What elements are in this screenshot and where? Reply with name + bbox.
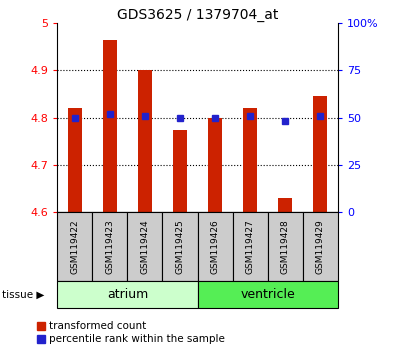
Text: GSM119425: GSM119425 [175, 219, 184, 274]
Text: GSM119428: GSM119428 [280, 219, 290, 274]
Bar [303, 212, 338, 281]
Text: GSM119422: GSM119422 [70, 219, 79, 274]
Bar [57, 212, 92, 281]
Bar [173, 130, 187, 212]
Bar [57, 281, 198, 308]
Text: GSM119426: GSM119426 [211, 219, 220, 274]
Legend: transformed count, percentile rank within the sample: transformed count, percentile rank withi… [37, 321, 225, 344]
Bar [68, 108, 82, 212]
Text: GDS3625 / 1379704_at: GDS3625 / 1379704_at [117, 8, 278, 22]
Bar [162, 212, 198, 281]
Bar [198, 212, 233, 281]
Bar [103, 40, 117, 212]
Bar [198, 281, 338, 308]
Bar [233, 212, 267, 281]
Bar [92, 212, 127, 281]
Bar [208, 118, 222, 212]
Text: tissue ▶: tissue ▶ [2, 290, 44, 300]
Text: GSM119427: GSM119427 [246, 219, 255, 274]
Text: atrium: atrium [107, 288, 148, 301]
Bar [243, 108, 257, 212]
Bar [127, 212, 162, 281]
Text: ventricle: ventricle [240, 288, 295, 301]
Text: GSM119424: GSM119424 [140, 219, 149, 274]
Bar [267, 212, 303, 281]
Bar [313, 96, 327, 212]
Text: GSM119429: GSM119429 [316, 219, 325, 274]
Bar [138, 70, 152, 212]
Text: GSM119423: GSM119423 [105, 219, 115, 274]
Bar [278, 198, 292, 212]
